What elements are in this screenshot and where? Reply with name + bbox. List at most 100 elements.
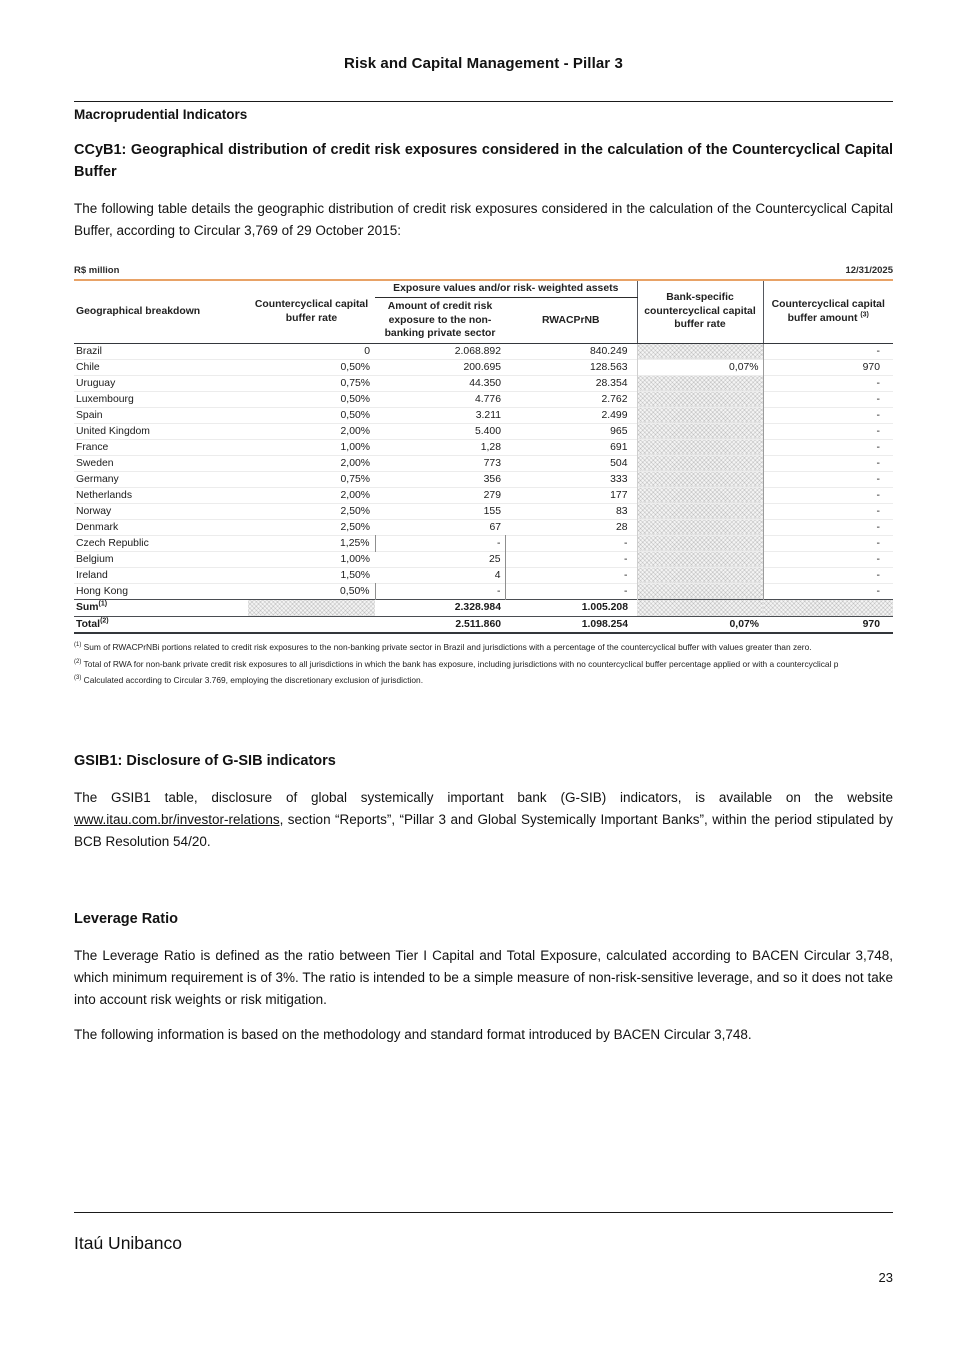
footer-divider (74, 1212, 893, 1213)
table-cell: United Kingdom (74, 422, 248, 440)
table-cell: Luxembourg (74, 390, 248, 408)
page-number: 23 (878, 1270, 893, 1285)
table-cell (636, 406, 764, 424)
table-cell (636, 422, 764, 440)
table-cell (636, 454, 764, 472)
gsib1-heading: GSIB1: Disclosure of G-SIB indicators (74, 753, 336, 770)
table-cell: - (763, 518, 893, 536)
table-cell: Sum(1) (74, 598, 248, 617)
table-cell: - (763, 486, 893, 504)
table-cell (636, 518, 764, 536)
table-cell: 0,50% (248, 358, 375, 376)
table-row: France 1,00% 1,28 691 - (74, 438, 893, 456)
table-cell: Chile (74, 358, 248, 376)
table-cell: 128.563 (505, 358, 637, 376)
table-cell: Hong Kong (74, 582, 248, 600)
table-cell: 0 (364, 345, 370, 357)
footnote: (1) Sum of RWACPrNBi portions related to… (74, 642, 812, 653)
table-row: Brazil 0 2.068.892 840.249 - (74, 343, 893, 360)
table-cell: 970 (763, 615, 893, 635)
footnote: (3) Calculated according to Circular 3.7… (74, 675, 424, 685)
table-cell: 1,50% (248, 566, 375, 584)
table-cell: 0,50% (248, 406, 375, 424)
ccyb1-heading: CCyB1: Geographical distribution of cred… (74, 142, 893, 181)
gsib1-text-before-link: The GSIB1 table, disclosure of global sy… (74, 789, 893, 805)
table-cell: Spain (74, 406, 248, 424)
table-unit-label: R$ million (74, 264, 120, 276)
col-header-credit-exposure: Amount of credit risk exposure to the no… (375, 297, 505, 344)
table-cell: - (505, 566, 637, 584)
table-cell: - (505, 550, 637, 568)
table-cell: 2,50% (248, 502, 375, 520)
footnote-marker: (3) (860, 311, 869, 319)
table-cell: - (763, 422, 893, 440)
table-cell: 773 (375, 454, 505, 472)
footnotes: (1) Sum of RWACPrNBi portions related to… (74, 639, 893, 688)
table-cell: Uruguay (74, 374, 248, 392)
table-cell: 1,00% (248, 550, 375, 568)
gsib1-paragraph: The GSIB1 table, disclosure of global sy… (74, 787, 893, 853)
table-cell (248, 598, 375, 617)
table-cell (636, 582, 764, 600)
table-row: Uruguay 0,75% 44.350 28.354 - (74, 374, 893, 392)
table-cell: 177 (505, 486, 637, 504)
table-cell: 28.354 (505, 374, 637, 392)
table-cell: 965 (505, 422, 637, 440)
table-cell: - (763, 406, 893, 424)
table-cell: 1.005.208 (505, 598, 637, 617)
table-cell: 0,75% (248, 374, 375, 392)
table-cell: - (763, 502, 893, 520)
table-row: Czech Republic 1,25% - - - (74, 534, 893, 552)
table-cell: 0,50% (248, 582, 376, 600)
table-cell: Netherlands (74, 486, 248, 504)
footnote: (2) Total of RWA for non-bank private cr… (74, 658, 839, 669)
table-cell (637, 598, 763, 617)
table-cell: 25 (375, 550, 506, 568)
table-cell: 5.400 (375, 422, 505, 440)
table-cell: 200.695 (375, 358, 505, 376)
table-cell: Total(2) (74, 615, 248, 635)
section-title-macroprudential: Macroprudential Indicators (74, 107, 248, 122)
gsib1-text-after-link: , section “Reports”, “Pillar 3 and Globa… (74, 811, 893, 849)
col-header-geographical-breakdown: Geographical breakdown (74, 279, 248, 344)
table-cell (248, 615, 375, 635)
table-cell: 4.776 (375, 390, 505, 408)
table-row: Sweden 2,00% 773 504 - (74, 454, 893, 472)
table-cell (636, 470, 764, 488)
table-cell: 4 (375, 566, 506, 584)
table-cell: - (763, 550, 893, 568)
leverage-paragraph-1: The Leverage Ratio is defined as the rat… (74, 947, 893, 1007)
table-cell (636, 502, 764, 520)
table-cell: 0,50% (248, 390, 375, 408)
table-cell: - (375, 534, 506, 552)
table-cell: Sweden (74, 454, 248, 472)
table-cell: - (763, 390, 893, 408)
footer-brand: Itaú Unibanco (74, 1233, 182, 1253)
table-cell: Ireland (74, 566, 248, 584)
col-header-buffer-amount: Countercyclical capital buffer amount (3… (763, 279, 893, 344)
table-row: Chile 0,50% 200.695 128.563 0,07% 970 (74, 358, 893, 376)
col-header-buffer-amount-text: Countercyclical capital buffer amount (771, 299, 885, 324)
table-row: Ireland 1,50% 4- - (74, 566, 893, 584)
header-divider (74, 101, 893, 102)
total-row: Total(2) 2.511.860 1.098.254 0,07% 970 (74, 615, 893, 635)
table-cell: 2,00% (248, 454, 375, 472)
table-cell: Czech Republic (74, 534, 248, 552)
table-cell: 155 (375, 502, 505, 520)
table-cell: - (763, 470, 893, 488)
table-cell: 28 (505, 518, 637, 536)
investor-relations-link[interactable]: www.itau.com.br/investor-relations (74, 811, 280, 827)
table-row: United Kingdom 2,00% 5.400 965 - (74, 422, 893, 440)
table-header: Geographical breakdown Countercyclical c… (74, 279, 893, 344)
table-cell: 2,00% (248, 422, 375, 440)
table-cell (636, 534, 764, 552)
table-cell (636, 374, 764, 392)
table-cell: 0,07% (637, 615, 763, 635)
document-content: Risk and Capital Management - Pillar 3 M… (74, 55, 893, 1042)
table-cell: 44.350 (375, 374, 505, 392)
table-cell: 691 (505, 438, 637, 456)
table-cell: 970 (763, 358, 893, 376)
table-cell (636, 438, 764, 456)
table-row: Belgium 1,00% 25- - (74, 550, 893, 568)
table-cell: Denmark (74, 518, 248, 536)
